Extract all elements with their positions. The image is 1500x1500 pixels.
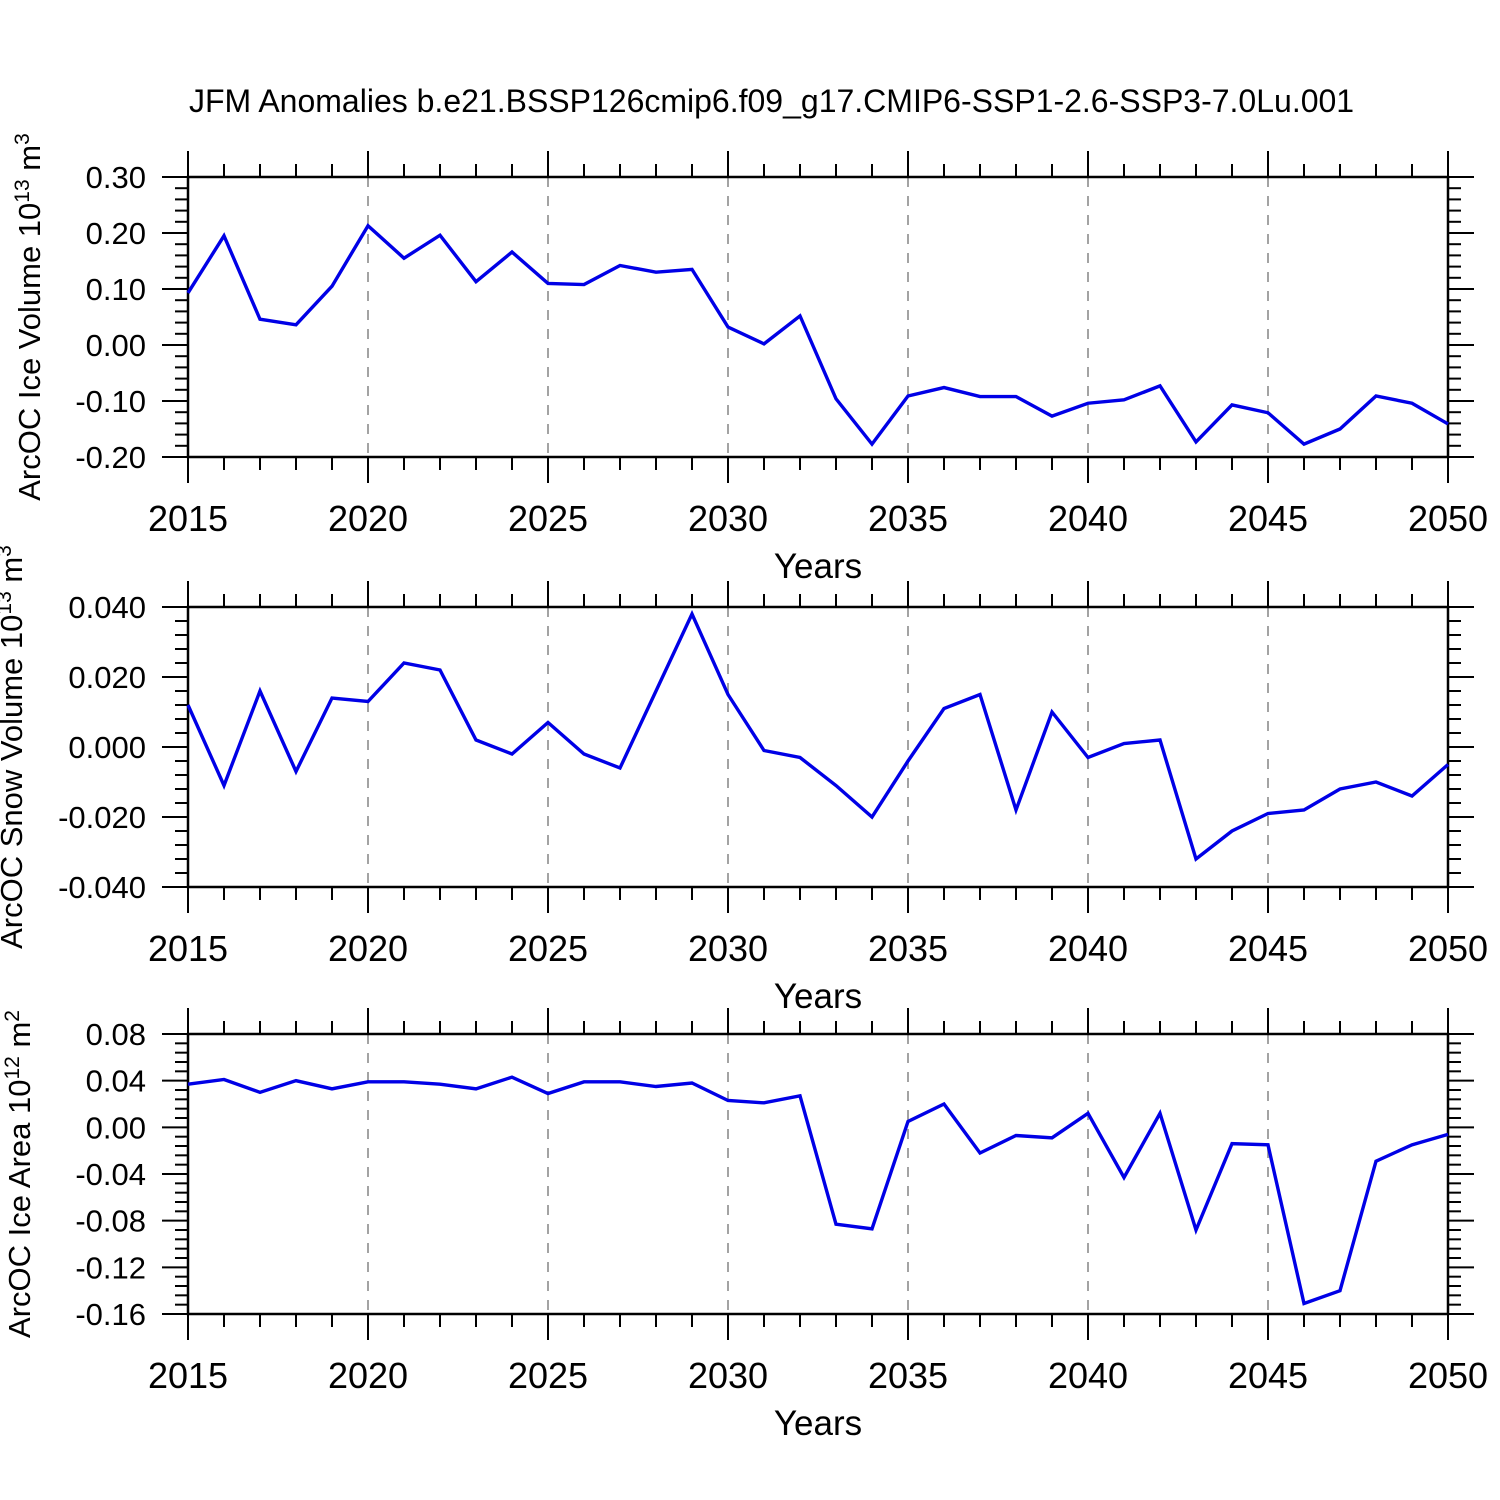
y-tick-label: 0.20 [86,216,146,251]
x-tick-label: 2035 [868,1355,948,1396]
x-tick-label: 2025 [508,1355,588,1396]
x-tick-label: 2030 [688,928,768,969]
x-axis-title: Years [774,977,862,1016]
plot-frame-arcoc-snow-volume [186,605,1450,889]
y-tick-label: -0.16 [75,1297,146,1332]
plot-frame-arcoc-ice-volume [186,175,1450,459]
x-axis-title: Years [774,1404,862,1443]
x-tick-label: 2040 [1048,928,1128,969]
y-tick-label: 0.04 [86,1064,146,1099]
y-tick-label: 0.08 [86,1017,146,1052]
y-tick-label: 0.30 [86,160,146,195]
y-axis-title-arcoc-ice-volume: ArcOC Ice Volume 1013 m3 [11,133,47,501]
x-tick-label: 2040 [1048,1355,1128,1396]
x-tick-label: 2025 [508,928,588,969]
y-tick-label: -0.040 [58,870,146,905]
data-line-arcoc-snow-volume [186,609,1450,862]
x-tick-label: 2045 [1228,928,1308,969]
x-tick-label: 2050 [1408,1355,1488,1396]
x-tick-label: 2020 [328,498,408,539]
figure-title: JFM Anomalies b.e21.BSSP126cmip6.f09_g17… [189,83,1354,119]
y-tick-label: -0.20 [75,440,146,475]
x-tick-label: 2020 [328,928,408,969]
x-tick-label: 2025 [508,498,588,539]
x-tick-label: 2035 [868,928,948,969]
x-tick-label: 2050 [1408,928,1488,969]
x-tick-label: 2050 [1408,498,1488,539]
x-tick-label: 2015 [148,928,228,969]
y-tick-label: -0.08 [75,1204,146,1239]
y-axis-title-arcoc-snow-volume: ArcOC Snow Volume 1013 m3 [0,545,29,949]
x-tick-label: 2030 [688,1355,768,1396]
y-tick-label: 0.000 [68,730,146,765]
y-tick-label: 0.00 [86,1110,146,1145]
y-axis-title-arcoc-ice-area: ArcOC Ice Area 1012 m2 [1,1010,37,1338]
plot-frame-arcoc-ice-area [186,1032,1450,1316]
x-tick-label: 2040 [1048,498,1128,539]
y-tick-label: -0.020 [58,800,146,835]
y-tick-label: -0.04 [75,1157,146,1192]
y-tick-label: 0.00 [86,328,146,363]
y-tick-label: 0.020 [68,660,146,695]
y-tick-label: -0.12 [75,1250,146,1285]
y-tick-label: 0.040 [68,590,146,625]
data-line-arcoc-ice-volume [186,223,1449,447]
x-tick-label: 2045 [1228,1355,1308,1396]
x-tick-label: 2045 [1228,498,1308,539]
x-tick-label: 2030 [688,498,768,539]
x-tick-label: 2015 [148,1355,228,1396]
x-tick-label: 2035 [868,498,948,539]
data-line-arcoc-ice-area [187,1075,1449,1306]
x-tick-label: 2020 [328,1355,408,1396]
y-tick-label: -0.10 [75,384,146,419]
x-axis-title: Years [774,547,862,586]
y-tick-label: 0.10 [86,272,146,307]
x-tick-label: 2015 [148,498,228,539]
